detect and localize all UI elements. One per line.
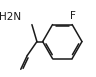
- Text: F: F: [70, 11, 76, 21]
- Text: H2N: H2N: [0, 12, 22, 22]
